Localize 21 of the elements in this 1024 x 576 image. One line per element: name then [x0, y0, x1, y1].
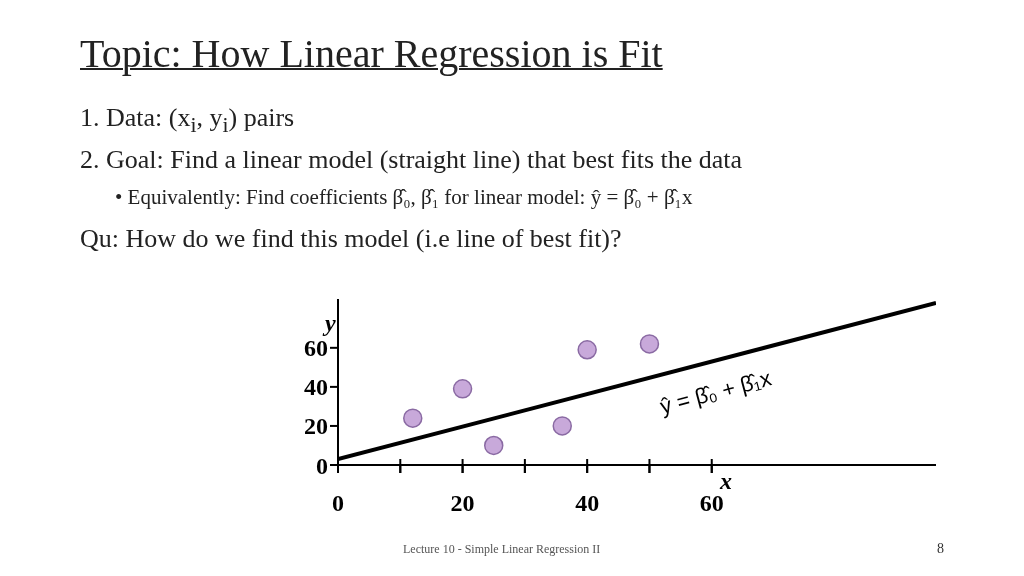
text: ŷ = β̂₀ + β̂₁x — [657, 365, 775, 420]
x-tick-label: 20 — [450, 490, 475, 516]
chart-title: Topic: How Linear Regression is Fit — [80, 30, 663, 77]
point — [403, 408, 423, 428]
point — [577, 340, 597, 360]
y-tick-label: 60 — [304, 335, 328, 362]
point — [552, 416, 572, 436]
text: 2. Goal: Find a linear model (straight line) that best fits the data — [80, 145, 743, 175]
y-tick-label: 40 — [304, 374, 328, 401]
point — [639, 334, 660, 354]
text: 1. Data: (x$_{i}$, y$_{i}$) pairs — [80, 103, 295, 139]
point — [452, 379, 473, 399]
text: Qu: How do we find this model (i.e line of best fit)? — [80, 224, 622, 254]
y-tick-label: 20 — [304, 413, 328, 440]
text: • Equivalently: Find coefficients β̂₀, β̂₁ for linear model: ŷ = β̂₀ + β̂₁x — [115, 185, 693, 210]
text: Lecture 10 - Simple Linear Regression II — [403, 542, 601, 557]
text: 8 — [937, 541, 944, 557]
x-tick-label: 40 — [575, 490, 600, 516]
point — [483, 435, 504, 456]
x-tick-label: 0 — [332, 490, 344, 516]
y-tick-label: 0 — [316, 452, 328, 479]
